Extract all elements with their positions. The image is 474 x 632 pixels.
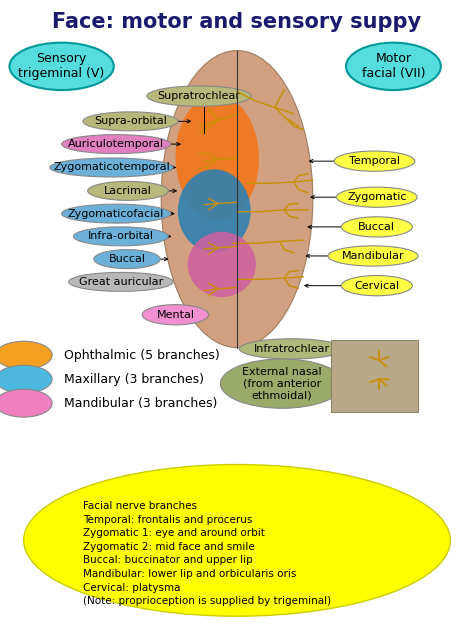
Text: Great auricular: Great auricular xyxy=(79,277,163,287)
Text: Buccal: Buccal xyxy=(109,254,146,264)
Ellipse shape xyxy=(0,365,52,393)
Text: Zygomatic: Zygomatic xyxy=(347,192,407,202)
Ellipse shape xyxy=(161,51,313,348)
Text: Mental: Mental xyxy=(156,310,194,320)
Ellipse shape xyxy=(178,169,251,253)
Ellipse shape xyxy=(220,359,344,408)
Ellipse shape xyxy=(175,95,259,220)
Text: Cervical: Cervical xyxy=(354,281,400,291)
Text: Zygomaticotemporal: Zygomaticotemporal xyxy=(53,162,170,173)
Ellipse shape xyxy=(83,112,178,131)
Ellipse shape xyxy=(0,341,52,369)
Ellipse shape xyxy=(24,465,450,616)
Ellipse shape xyxy=(88,181,168,200)
Ellipse shape xyxy=(73,227,168,246)
Ellipse shape xyxy=(337,187,417,207)
Text: Mandibular (3 branches): Mandibular (3 branches) xyxy=(64,397,218,410)
Ellipse shape xyxy=(346,42,441,90)
Text: Buccal: Buccal xyxy=(358,222,395,232)
Ellipse shape xyxy=(9,42,114,90)
Text: Mandibular: Mandibular xyxy=(342,251,404,261)
Text: Sensory
trigeminal (V): Sensory trigeminal (V) xyxy=(18,52,105,80)
Ellipse shape xyxy=(94,250,160,269)
Text: Facial nerve branches
Temporal: frontalis and procerus
Zygomatic 1: eye and arou: Facial nerve branches Temporal: frontali… xyxy=(83,501,331,606)
Ellipse shape xyxy=(62,204,171,223)
Ellipse shape xyxy=(328,246,418,266)
Bar xyxy=(331,340,419,412)
Text: Supra-orbital: Supra-orbital xyxy=(94,116,167,126)
Text: Face: motor and sensory suppy: Face: motor and sensory suppy xyxy=(53,12,421,32)
Ellipse shape xyxy=(142,305,209,325)
Text: Ophthalmic (5 branches): Ophthalmic (5 branches) xyxy=(64,349,220,362)
Text: Zygomaticofacial: Zygomaticofacial xyxy=(68,209,164,219)
Text: Infratrochlear: Infratrochlear xyxy=(254,344,329,354)
Text: Supratrochlear: Supratrochlear xyxy=(157,91,241,101)
Ellipse shape xyxy=(341,217,412,237)
Ellipse shape xyxy=(188,232,256,297)
Text: Infra-orbital: Infra-orbital xyxy=(88,231,154,241)
Ellipse shape xyxy=(147,86,251,106)
Text: Maxillary (3 branches): Maxillary (3 branches) xyxy=(64,373,204,386)
Ellipse shape xyxy=(69,272,173,291)
Text: Lacrimal: Lacrimal xyxy=(104,186,152,196)
Ellipse shape xyxy=(50,158,173,177)
Ellipse shape xyxy=(341,276,412,296)
Text: Temporal: Temporal xyxy=(349,156,400,166)
Ellipse shape xyxy=(334,151,415,171)
Ellipse shape xyxy=(62,135,171,154)
Text: Auriculotemporal: Auriculotemporal xyxy=(68,139,164,149)
Text: Motor
facial (VII): Motor facial (VII) xyxy=(362,52,425,80)
Text: External nasal
(from anterior
ethmoidal): External nasal (from anterior ethmoidal) xyxy=(242,367,322,400)
Ellipse shape xyxy=(0,389,52,417)
Ellipse shape xyxy=(239,339,344,359)
